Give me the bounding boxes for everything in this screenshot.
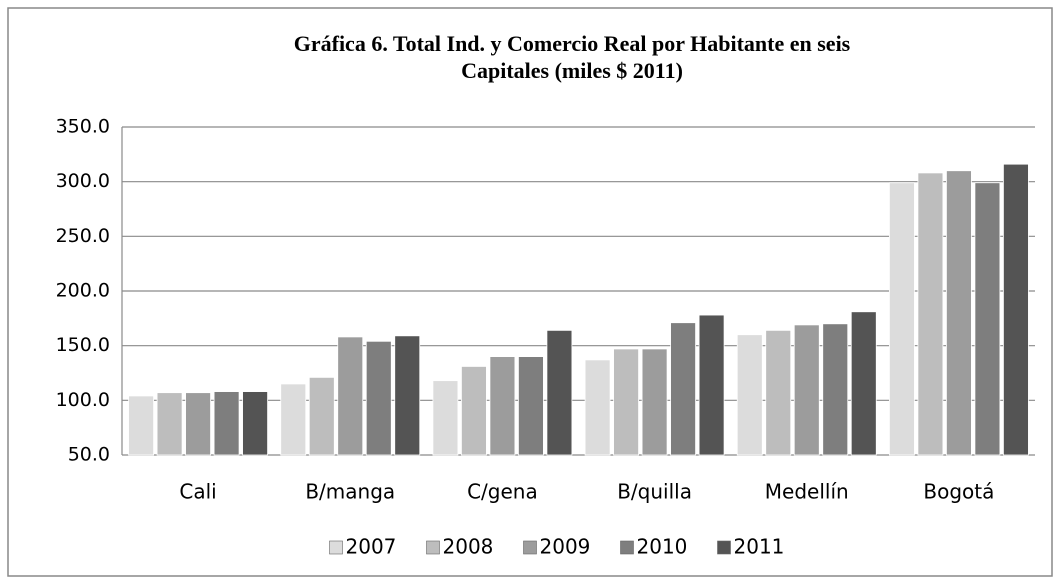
x-tick-label: Cali	[179, 480, 216, 504]
x-tick-label: Medellín	[765, 480, 849, 504]
bar	[889, 182, 915, 456]
bar	[213, 391, 240, 456]
y-tick-label: 350.0	[56, 116, 110, 138]
bar	[850, 311, 877, 456]
bar	[394, 335, 421, 456]
bar	[641, 348, 668, 456]
bar	[546, 329, 573, 456]
x-tick-label: B/quilla	[617, 480, 692, 504]
legend-label: 2007	[346, 535, 397, 559]
bar	[242, 391, 268, 456]
bar	[946, 170, 972, 456]
bar	[917, 172, 944, 456]
chart-frame	[7, 7, 1053, 577]
legend-label: 2008	[443, 535, 494, 559]
bar	[461, 366, 487, 456]
bar	[156, 392, 183, 456]
legend-label: 2010	[637, 535, 688, 559]
y-tick-label: 100.0	[56, 389, 110, 411]
bar	[185, 392, 211, 456]
legend-swatch	[620, 540, 634, 555]
bar	[337, 336, 364, 456]
bar	[974, 182, 1001, 456]
x-tick-label: Bogotá	[923, 480, 994, 504]
y-tick-label: 150.0	[56, 334, 110, 356]
legend-swatch	[329, 540, 343, 555]
bar	[489, 356, 516, 456]
bar	[736, 334, 763, 456]
legend-label: 2011	[734, 535, 785, 559]
y-tick-label: 300.0	[56, 170, 110, 192]
bar	[793, 324, 820, 456]
bar	[613, 348, 639, 456]
x-tick-label: B/manga	[305, 480, 395, 504]
bar	[584, 359, 611, 456]
legend-swatch	[426, 540, 440, 555]
y-tick-label: 250.0	[56, 225, 110, 247]
y-tick-label: 50.0	[68, 444, 110, 466]
y-tick-label: 200.0	[56, 280, 110, 302]
bar	[698, 314, 725, 456]
chart-title: Capitales (miles $ 2011)	[461, 58, 683, 83]
x-tick-label: C/gena	[467, 480, 538, 504]
bar	[518, 356, 544, 456]
chart-title: Gráfica 6. Total Ind. y Comercio Real po…	[294, 31, 851, 56]
bar	[670, 322, 696, 456]
bar	[308, 376, 335, 456]
bar	[432, 380, 459, 456]
legend-label: 2009	[540, 535, 591, 559]
bar	[365, 340, 392, 456]
bar	[822, 323, 849, 456]
bar	[280, 383, 307, 456]
bar	[765, 329, 792, 456]
bar	[128, 395, 154, 456]
legend-swatch	[717, 540, 731, 555]
bar	[1003, 163, 1029, 456]
legend-swatch	[523, 540, 537, 555]
